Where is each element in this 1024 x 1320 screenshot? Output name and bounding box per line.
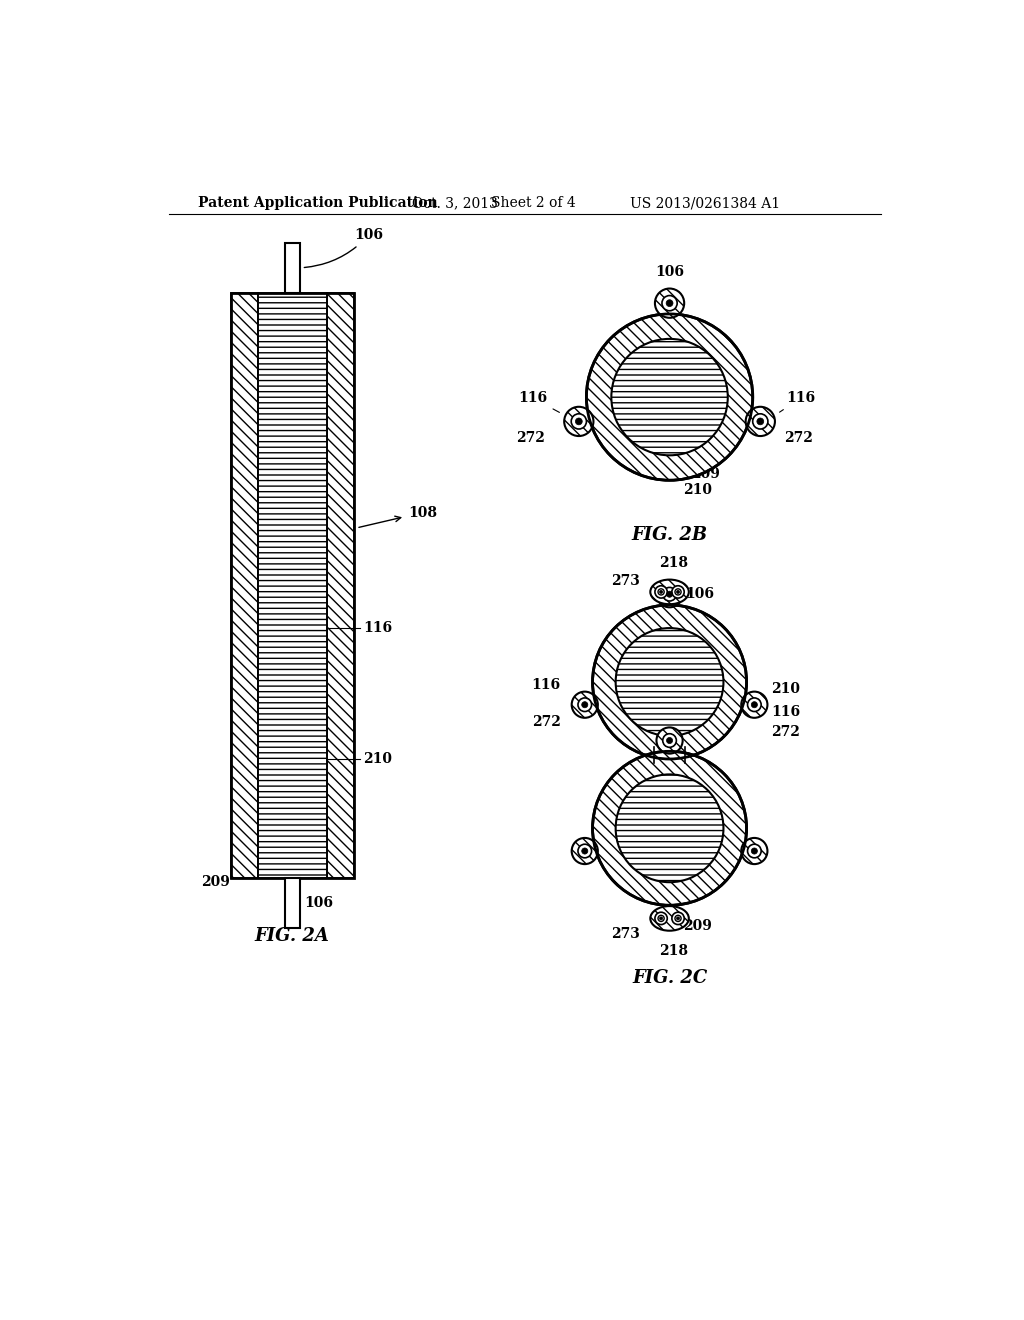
Text: 106: 106: [304, 896, 333, 909]
Circle shape: [663, 734, 677, 747]
Circle shape: [741, 692, 767, 718]
Bar: [230, 293, 354, 878]
Text: 116: 116: [771, 705, 801, 719]
Text: 272: 272: [516, 432, 545, 445]
Circle shape: [615, 775, 724, 882]
Circle shape: [662, 296, 677, 310]
Text: 218: 218: [658, 944, 688, 958]
Circle shape: [675, 589, 681, 595]
Text: 209: 209: [683, 919, 713, 933]
Circle shape: [752, 702, 758, 708]
Circle shape: [745, 407, 775, 436]
Text: 272: 272: [784, 432, 813, 445]
Text: FIG. 2B: FIG. 2B: [632, 525, 708, 544]
Circle shape: [564, 407, 594, 436]
Circle shape: [615, 628, 724, 737]
Circle shape: [667, 738, 673, 743]
Circle shape: [582, 702, 588, 708]
Text: 210: 210: [683, 483, 713, 496]
Circle shape: [675, 915, 681, 921]
Text: 106: 106: [304, 228, 383, 268]
Circle shape: [593, 751, 746, 906]
Circle shape: [667, 591, 673, 597]
Text: 106: 106: [655, 264, 684, 279]
Circle shape: [663, 587, 677, 601]
Circle shape: [575, 418, 583, 425]
Bar: [258, 293, 327, 878]
Text: 272: 272: [531, 714, 560, 729]
Circle shape: [659, 917, 663, 920]
Text: US 2013/0261384 A1: US 2013/0261384 A1: [630, 197, 779, 210]
Circle shape: [655, 912, 668, 924]
Circle shape: [757, 418, 764, 425]
Bar: [327, 293, 354, 878]
Circle shape: [748, 845, 761, 858]
Circle shape: [753, 413, 768, 429]
Circle shape: [659, 590, 663, 594]
Circle shape: [656, 581, 683, 607]
Text: Sheet 2 of 4: Sheet 2 of 4: [490, 197, 575, 210]
Circle shape: [655, 289, 684, 318]
Text: 116: 116: [518, 391, 559, 412]
Circle shape: [593, 605, 746, 759]
Circle shape: [672, 912, 684, 924]
Circle shape: [658, 915, 665, 921]
Circle shape: [741, 838, 767, 865]
Text: 209: 209: [202, 875, 230, 890]
Text: 218: 218: [658, 557, 688, 570]
Text: 273: 273: [611, 927, 640, 941]
Circle shape: [677, 590, 680, 594]
Text: 116: 116: [531, 678, 561, 693]
Circle shape: [571, 692, 598, 718]
Circle shape: [672, 586, 684, 598]
Circle shape: [748, 698, 761, 711]
Circle shape: [611, 339, 728, 455]
Text: 210: 210: [364, 752, 392, 766]
Circle shape: [582, 847, 588, 854]
Circle shape: [655, 586, 668, 598]
Text: Patent Application Publication: Patent Application Publication: [199, 197, 438, 210]
Circle shape: [587, 314, 753, 480]
Circle shape: [667, 300, 673, 306]
Text: 116: 116: [779, 391, 815, 412]
Circle shape: [658, 589, 665, 595]
Text: Oct. 3, 2013: Oct. 3, 2013: [412, 197, 498, 210]
Text: FIG. 2C: FIG. 2C: [632, 969, 708, 987]
Bar: [285, 243, 300, 293]
Text: 209: 209: [691, 467, 720, 480]
Ellipse shape: [650, 579, 689, 605]
Bar: [285, 878, 300, 928]
Text: 272: 272: [771, 725, 800, 739]
Circle shape: [578, 698, 592, 711]
Text: FIG. 2A: FIG. 2A: [255, 927, 330, 945]
Text: 106: 106: [685, 587, 714, 601]
Circle shape: [571, 838, 598, 865]
Circle shape: [677, 917, 680, 920]
Text: 108: 108: [358, 506, 437, 528]
Ellipse shape: [650, 906, 689, 931]
Circle shape: [578, 845, 592, 858]
Bar: [654, 747, 685, 763]
Text: 116: 116: [364, 622, 392, 635]
Circle shape: [571, 413, 587, 429]
Text: 273: 273: [611, 574, 640, 589]
Bar: [230, 293, 258, 878]
Text: 210: 210: [771, 682, 801, 697]
Circle shape: [752, 847, 758, 854]
Circle shape: [656, 727, 683, 754]
